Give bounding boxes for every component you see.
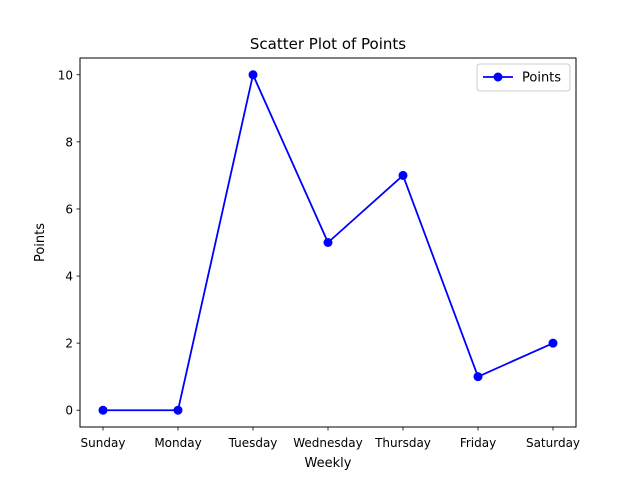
data-point xyxy=(398,170,408,180)
x-tick-label: Saturday xyxy=(526,436,580,450)
data-point xyxy=(98,405,108,415)
y-tick-label: 8 xyxy=(65,135,73,149)
data-point xyxy=(548,338,558,348)
x-tick-label: Friday xyxy=(460,436,496,450)
y-axis: 0 2 4 6 8 10 xyxy=(58,68,80,418)
legend-frame xyxy=(476,63,571,92)
x-axis-label: Weekly xyxy=(305,456,352,471)
data-point xyxy=(323,238,333,247)
x-axis: Sunday Monday Tuesday Wednesday Thursday Frid… xyxy=(81,427,580,450)
x-tick-label: Thursday xyxy=(374,436,431,450)
y-tick-label: 6 xyxy=(65,202,73,216)
legend-label: Points xyxy=(522,71,561,86)
y-tick-label: 0 xyxy=(65,404,73,418)
data-point xyxy=(173,405,183,415)
x-tick-label: Tuesday xyxy=(228,436,278,450)
y-tick-label: 4 xyxy=(65,270,73,284)
data-point xyxy=(248,70,258,80)
y-axis-label: Points xyxy=(33,223,48,262)
x-tick-label: Wednesday xyxy=(293,436,362,450)
x-tick-label: Monday xyxy=(154,436,201,450)
legend: Points xyxy=(476,63,571,92)
y-tick-label: 10 xyxy=(58,68,73,82)
plot-frame xyxy=(79,57,577,428)
data-point xyxy=(473,372,483,382)
chart-title: Scatter Plot of Points xyxy=(250,35,406,53)
legend-marker-swatch xyxy=(493,72,503,82)
series-layer xyxy=(98,70,558,415)
y-tick-label: 2 xyxy=(65,337,73,351)
x-tick-label: Sunday xyxy=(81,436,126,450)
